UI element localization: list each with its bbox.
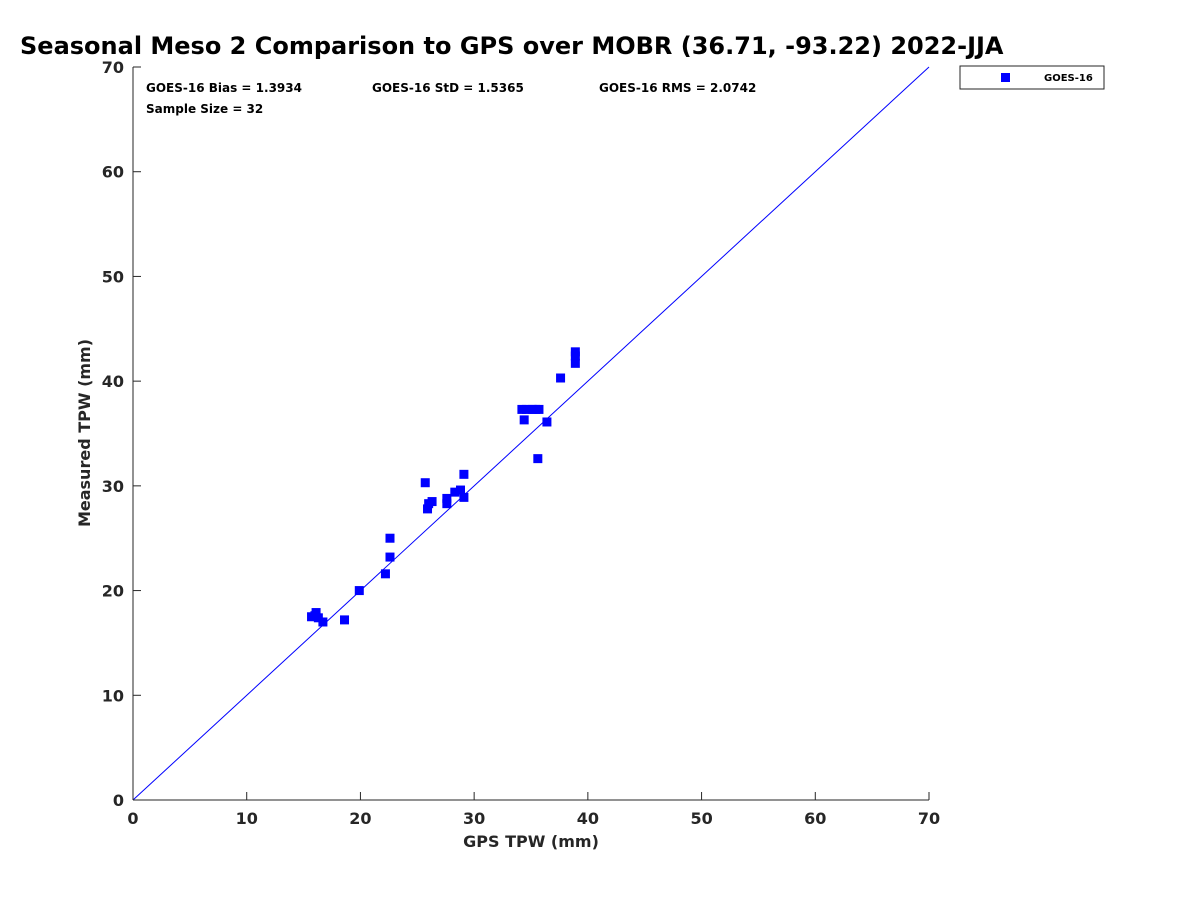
stat-std: GOES-16 StD = 1.5365 — [372, 81, 524, 95]
one-to-one-line — [132, 66, 930, 801]
legend-entry-goes16: GOES-16 — [1044, 73, 1093, 84]
y-axis-label: Measured TPW (mm) — [75, 339, 94, 527]
data-point — [534, 404, 544, 414]
y-tick-label: 40 — [102, 372, 124, 391]
x-tick-label: 10 — [236, 809, 258, 828]
legend: GOES-16 — [959, 65, 1105, 90]
y-tick-label: 50 — [102, 267, 124, 286]
y-tick-label: 0 — [113, 791, 124, 810]
data-point — [455, 485, 465, 495]
legend-marker-square — [1001, 73, 1010, 82]
data-point — [450, 487, 460, 497]
chart-title: Seasonal Meso 2 Comparison to GPS over M… — [20, 32, 1004, 60]
data-point — [556, 373, 566, 383]
x-tick-label: 30 — [463, 809, 485, 828]
data-point — [519, 415, 529, 425]
stat-bias: GOES-16 Bias = 1.3934 — [146, 81, 302, 95]
data-point — [517, 404, 527, 414]
data-point — [459, 492, 469, 502]
y-tick-label: 20 — [102, 582, 124, 601]
legend-box — [959, 65, 1105, 90]
data-point — [459, 469, 469, 479]
data-point — [420, 478, 430, 488]
y-tick-label: 30 — [102, 477, 124, 496]
data-point — [340, 615, 350, 625]
data-point — [423, 504, 433, 514]
data-point — [313, 613, 323, 623]
x-tick-label: 0 — [127, 809, 138, 828]
data-point — [318, 617, 328, 627]
data-point — [542, 417, 552, 427]
data-point — [570, 347, 580, 357]
stat-sample-size: Sample Size = 32 — [146, 102, 263, 116]
data-point — [521, 404, 531, 414]
data-point — [427, 497, 437, 507]
data-point — [385, 533, 395, 543]
data-point — [442, 493, 452, 503]
data-point — [533, 454, 543, 464]
data-point — [570, 358, 580, 368]
data-point — [385, 552, 395, 562]
x-tick-label: 20 — [349, 809, 371, 828]
y-tick-label: 70 — [102, 58, 124, 77]
data-point — [354, 586, 364, 596]
scatter-series-goes16 — [307, 347, 580, 627]
x-tick-label: 40 — [577, 809, 599, 828]
y-tick-label: 60 — [102, 163, 124, 182]
plot-area: 0 10 20 30 40 50 60 70 0 10 20 30 40 50 60 70 — [102, 58, 940, 828]
data-point — [442, 499, 452, 509]
y-tick-label: 10 — [102, 686, 124, 705]
axes: 0 10 20 30 40 50 60 70 0 10 20 30 40 50 60 70 — [102, 58, 940, 828]
x-tick-label: 70 — [918, 809, 940, 828]
x-tick-label: 50 — [690, 809, 712, 828]
data-point — [380, 569, 390, 579]
data-point — [311, 608, 321, 618]
stat-rms: GOES-16 RMS = 2.0742 — [599, 81, 756, 95]
x-axis-label: GPS TPW (mm) — [463, 832, 599, 851]
x-tick-label: 60 — [804, 809, 826, 828]
reference-line — [132, 66, 930, 801]
